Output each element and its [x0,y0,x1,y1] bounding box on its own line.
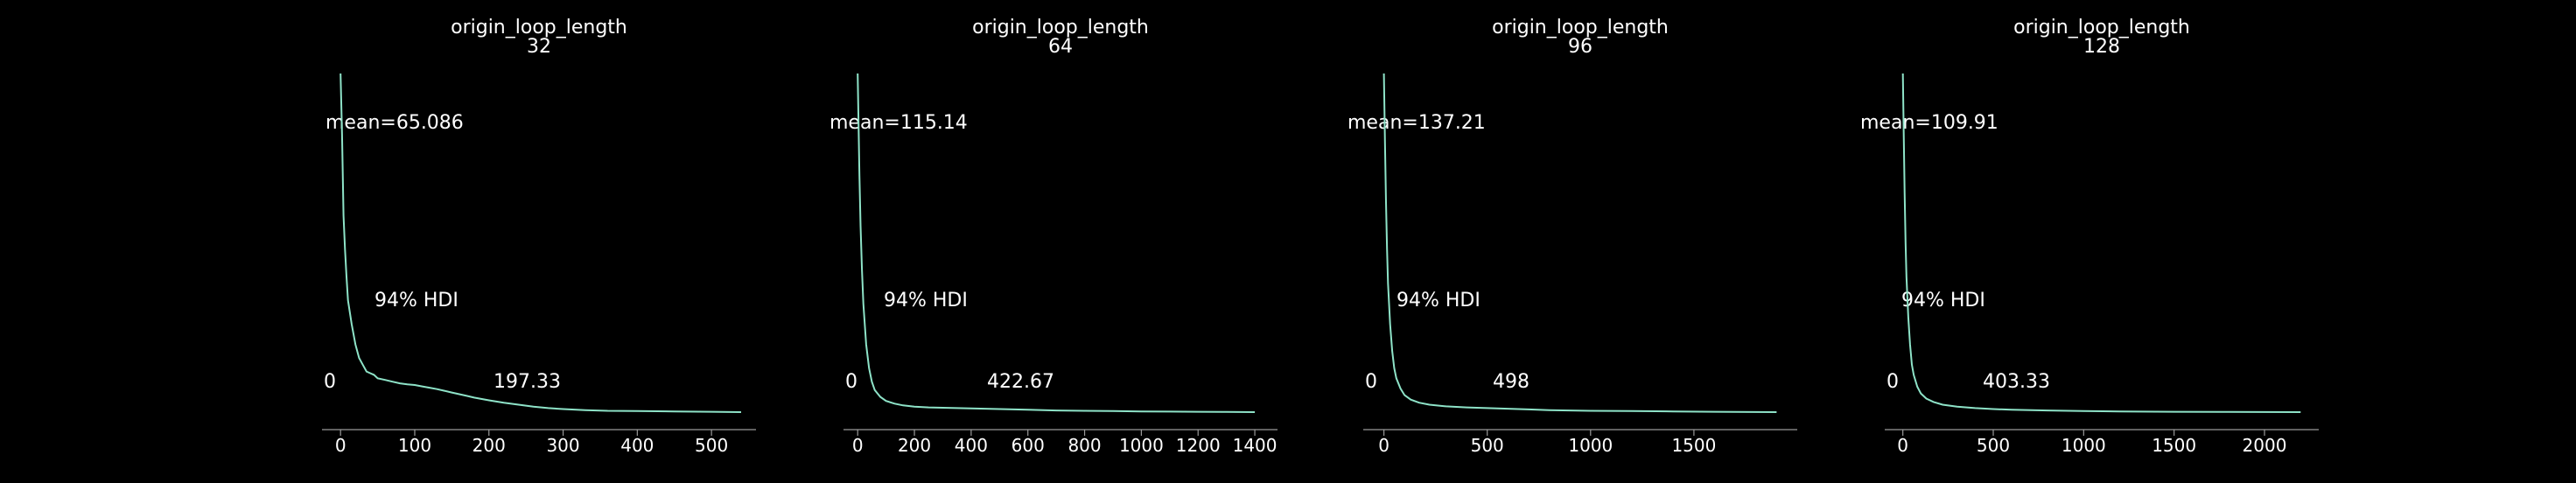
hdi-high-label: 422.67 [987,371,1054,393]
density-line [1382,73,1777,413]
hdi-low-label: 0 [1886,371,1899,393]
x-tick-label: 1000 [1119,435,1164,456]
panel-title: origin_loop_length [972,17,1149,38]
hdi-low-label: 0 [1365,371,1377,393]
mean-label: mean=109.91 [1860,112,1998,134]
panel-subtitle: 32 [527,36,551,58]
panel-title: origin_loop_length [1492,17,1669,38]
x-tick-label: 300 [546,435,579,456]
hdi-high-label: 498 [1493,371,1530,393]
x-tick-label: 0 [1897,435,1908,456]
panel-title: origin_loop_length [451,17,627,38]
hdi-label: 94% HDI [374,290,458,312]
hdi-label: 94% HDI [1901,290,1985,312]
hdi-label: 94% HDI [1396,290,1480,312]
x-tick-label: 400 [620,435,654,456]
mean-label: mean=65.086 [326,112,464,134]
hdi-low-label: 0 [324,371,336,393]
density-line [857,73,1256,413]
x-tick-label: 1500 [1671,435,1716,456]
x-tick-label: 0 [1378,435,1390,456]
panel-subtitle: 96 [1568,36,1592,58]
x-tick-label: 1400 [1233,435,1278,456]
x-tick-label: 1000 [2062,435,2106,456]
panel-title: origin_loop_length [2013,17,2190,38]
x-tick-label: 1200 [1176,435,1221,456]
x-tick-label: 200 [898,435,931,456]
hdi-high-label: 197.33 [494,371,561,393]
x-tick-label: 200 [472,435,506,456]
panel-subtitle: 64 [1048,36,1073,58]
x-tick-label: 0 [852,435,864,456]
x-tick-label: 600 [1012,435,1045,456]
density-line [340,73,742,413]
x-tick-label: 2000 [2243,435,2287,456]
x-tick-label: 800 [1068,435,1101,456]
hdi-label: 94% HDI [884,290,968,312]
mean-label: mean=115.14 [830,112,968,134]
density-line [1901,73,2301,413]
x-tick-label: 500 [1471,435,1504,456]
x-tick-label: 500 [695,435,728,456]
hdi-low-label: 0 [845,371,858,393]
mean-label: mean=137.21 [1348,112,1486,134]
x-tick-label: 0 [335,435,346,456]
x-tick-label: 100 [398,435,431,456]
x-tick-label: 1500 [2152,435,2196,456]
x-tick-label: 1000 [1568,435,1613,456]
panel-subtitle: 128 [2083,36,2120,58]
x-tick-label: 400 [955,435,988,456]
x-tick-label: 500 [1977,435,2010,456]
hdi-high-label: 403.33 [1983,371,2050,393]
